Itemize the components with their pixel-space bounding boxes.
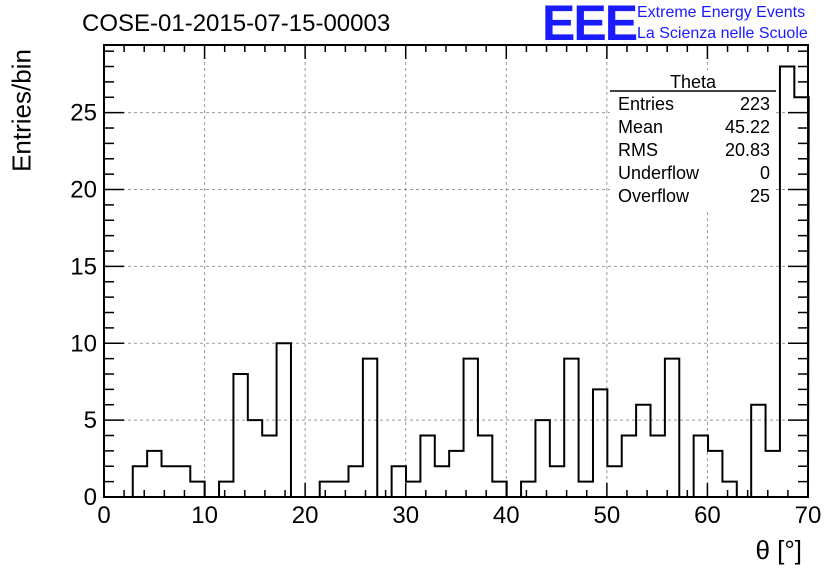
x-tick-label: 30 (392, 502, 419, 529)
y-tick-label: 5 (84, 407, 97, 434)
x-axis-label: θ [°] (755, 535, 802, 565)
stats-value: 20.83 (725, 140, 770, 160)
y-tick-label: 0 (84, 484, 97, 511)
run-title: COSE-01-2015-07-15-00003 (82, 10, 391, 37)
eee-logo-line2: La Scienza nelle Scuole (637, 25, 808, 42)
stats-label: Entries (618, 94, 674, 114)
stats-box-bg (610, 70, 776, 210)
x-tick-label: 20 (292, 502, 319, 529)
x-tick-label: 10 (191, 502, 218, 529)
y-tick-label: 15 (70, 253, 97, 280)
eee-logo-mark: EEE (542, 0, 638, 51)
stats-value: 223 (740, 94, 770, 114)
x-tick-label: 50 (594, 502, 621, 529)
stats-value: 25 (750, 186, 770, 206)
stats-label: Underflow (618, 163, 700, 183)
histogram-outline (104, 65, 810, 498)
axis-ticks (103, 45, 809, 498)
x-tick-label: 60 (694, 502, 721, 529)
y-tick-label: 20 (70, 177, 97, 204)
y-tick-label: 10 (70, 330, 97, 357)
x-tick-label: 0 (97, 502, 110, 529)
stats-value: 45.22 (725, 117, 770, 137)
stats-label: Mean (618, 117, 663, 137)
x-tick-label: 70 (795, 502, 822, 529)
stats-title: Theta (670, 72, 717, 92)
stats-label: RMS (618, 140, 658, 160)
stats-label: Overflow (618, 186, 690, 206)
tick-labels: 0 10 20 30 40 50 60 70 0 5 10 15 20 25 (70, 100, 821, 529)
y-tick-label: 25 (70, 100, 97, 127)
x-tick-label: 40 (493, 502, 520, 529)
stats-value: 0 (760, 163, 770, 183)
eee-logo-line1: Extreme Energy Events (637, 4, 806, 21)
plot-frame (103, 44, 809, 498)
